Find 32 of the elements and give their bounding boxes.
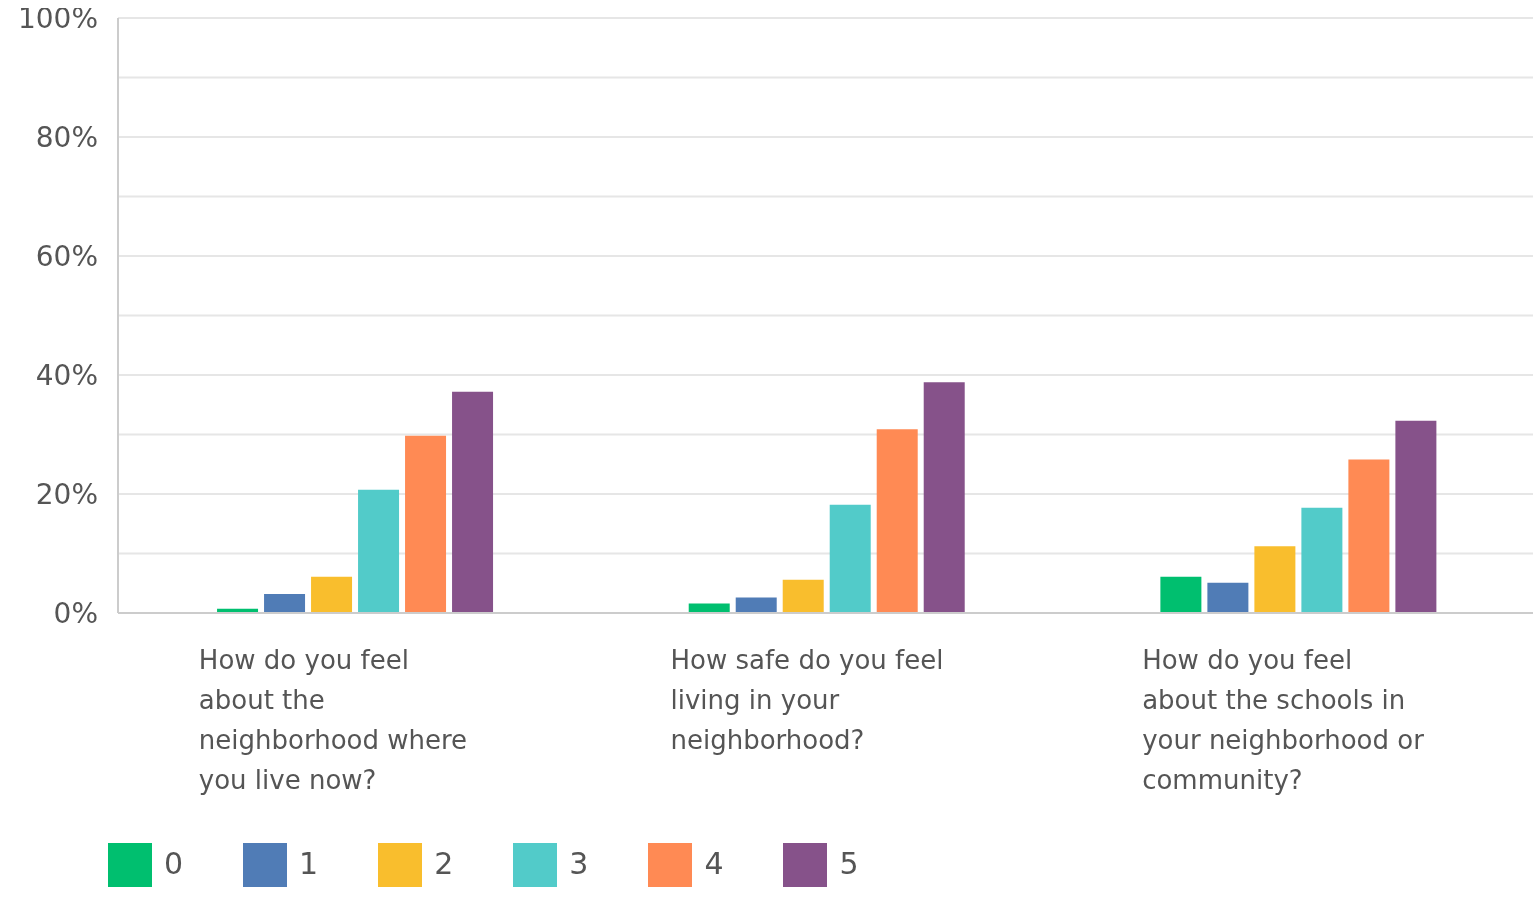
bar <box>1348 459 1390 613</box>
bar <box>358 489 400 613</box>
legend-label: 3 <box>569 845 589 881</box>
x-tick-label: How do you feel about the schools in your neighborhood or community? <box>1142 645 1425 795</box>
bar <box>1254 546 1296 613</box>
y-tick-label: 100% <box>17 1 98 35</box>
x-tick-label: How do you feel about the neighborhood where you live now? <box>198 645 468 795</box>
bar <box>876 429 918 613</box>
bar <box>1207 582 1249 613</box>
bar <box>829 504 871 613</box>
bar <box>452 391 494 613</box>
bar <box>688 603 730 613</box>
bar <box>782 579 824 613</box>
bar <box>311 576 353 613</box>
bar <box>1301 507 1343 613</box>
y-tick-label: 20% <box>35 477 98 511</box>
bar <box>1160 576 1202 613</box>
legend-label: 4 <box>704 845 724 881</box>
y-tick-label: 80% <box>35 120 98 154</box>
bar <box>264 593 306 613</box>
bar <box>1395 420 1437 613</box>
legend-label: 0 <box>164 845 184 881</box>
x-tick-label: How safe do you feel living in your neighborhood? <box>670 645 944 755</box>
legend-label: 5 <box>839 845 859 881</box>
y-tick-label: 60% <box>35 239 98 273</box>
bar <box>405 435 447 613</box>
y-tick-label: 0% <box>53 596 98 630</box>
bar <box>735 597 777 613</box>
legend-label: 2 <box>434 845 454 881</box>
legend-label: 1 <box>299 845 319 881</box>
y-tick-label: 40% <box>35 358 98 392</box>
bar <box>923 382 965 613</box>
